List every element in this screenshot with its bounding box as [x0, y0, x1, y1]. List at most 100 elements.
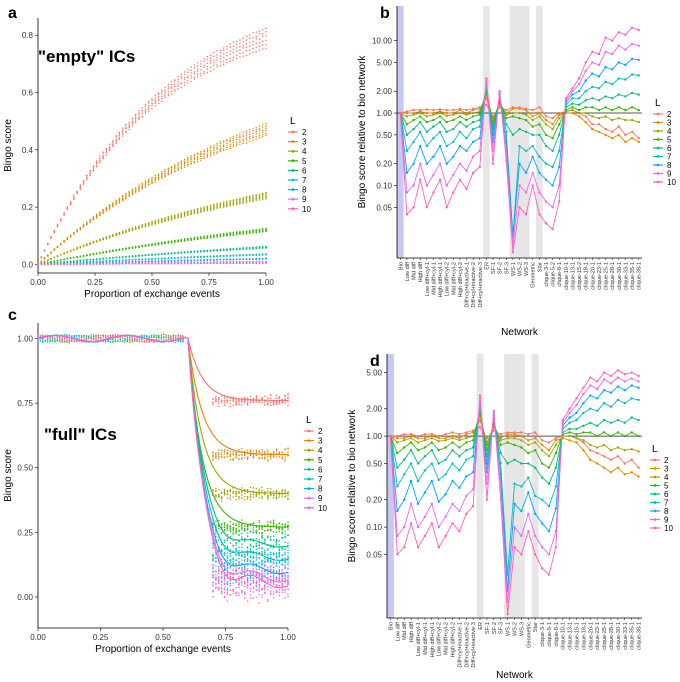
data-point	[261, 257, 264, 260]
data-point	[157, 253, 160, 255]
data-point	[252, 198, 254, 200]
data-point	[134, 113, 137, 115]
data-point	[174, 88, 176, 91]
data-point	[147, 260, 150, 263]
data-point	[190, 156, 192, 159]
data-point	[238, 522, 240, 524]
data-point	[177, 262, 179, 265]
data-point	[235, 198, 238, 201]
data-point	[255, 130, 257, 133]
data-point	[255, 396, 258, 399]
data-point	[196, 161, 199, 163]
data-point	[252, 135, 254, 137]
data-point	[89, 172, 91, 175]
data-point	[190, 155, 192, 157]
data-point	[241, 524, 243, 527]
data-point	[248, 262, 251, 264]
data-point	[112, 259, 114, 262]
data-point	[151, 98, 153, 100]
data-point	[154, 260, 157, 262]
data-point	[265, 253, 267, 255]
data-point	[235, 258, 238, 260]
data-point	[265, 39, 267, 42]
data-point	[121, 133, 124, 135]
data-point	[125, 195, 127, 197]
data-point	[265, 47, 267, 50]
data-point	[229, 520, 232, 523]
data-point	[212, 459, 214, 462]
data-point	[213, 144, 215, 146]
data-point	[229, 201, 231, 204]
data-point	[66, 205, 69, 208]
data-point	[92, 169, 95, 172]
data-point	[190, 77, 192, 79]
panel-c: c0.00 0.25 0.50 0.75 1.000.000.250.500.751.0…	[3, 307, 296, 655]
data-point	[212, 404, 214, 406]
data-point	[92, 336, 95, 338]
data-point	[206, 249, 209, 252]
data-point	[222, 206, 225, 208]
data-point	[265, 262, 267, 264]
data-point	[190, 210, 192, 213]
data-point	[258, 134, 261, 137]
data-point	[261, 198, 264, 200]
data-point	[215, 494, 217, 496]
data-point	[73, 196, 75, 198]
data-point	[174, 165, 176, 167]
data-point	[261, 123, 264, 126]
data-point	[174, 239, 176, 242]
data-point	[272, 522, 275, 524]
data-point	[128, 194, 130, 197]
panel-annotation: "full" ICs	[44, 425, 117, 444]
data-point	[248, 37, 251, 40]
data-point	[275, 523, 278, 526]
data-point	[235, 490, 237, 492]
data-point	[183, 164, 186, 166]
data-point	[226, 232, 228, 235]
data-point	[284, 399, 286, 401]
data-point	[161, 176, 163, 178]
data-point	[154, 179, 157, 182]
data-point	[131, 255, 134, 257]
data-point	[196, 73, 199, 75]
data-point	[278, 455, 281, 458]
data-point	[239, 260, 241, 263]
data-point	[92, 334, 95, 336]
data-point	[249, 491, 252, 493]
data-point	[183, 81, 186, 84]
data-point	[252, 397, 255, 400]
data-point	[128, 193, 130, 195]
data-point	[284, 453, 286, 456]
data-point	[264, 491, 266, 493]
data-point	[222, 52, 225, 55]
data-point	[131, 125, 134, 127]
data-point	[164, 260, 166, 262]
data-point	[108, 147, 111, 149]
data-point	[249, 486, 252, 489]
data-point	[267, 494, 269, 496]
data-point	[287, 404, 289, 407]
data-point	[138, 188, 140, 191]
data-point	[177, 259, 179, 262]
data-point	[255, 525, 258, 527]
data-point	[229, 453, 232, 455]
data-point	[272, 404, 275, 406]
legend-label-9: 9	[302, 195, 307, 204]
data-point	[261, 495, 263, 498]
data-point	[265, 31, 267, 33]
data-point	[246, 524, 249, 527]
data-point	[226, 492, 229, 495]
data-point	[174, 170, 176, 172]
data-point	[265, 198, 267, 200]
data-point	[232, 56, 235, 59]
data-point	[125, 126, 127, 129]
y-axis-label: Bingo score	[3, 119, 14, 172]
data-point	[99, 211, 101, 213]
data-point	[284, 395, 286, 398]
data-point	[115, 249, 117, 251]
data-point	[245, 198, 248, 200]
data-point	[99, 263, 101, 265]
data-point	[245, 49, 248, 52]
data-point	[235, 43, 238, 45]
data-point	[216, 204, 218, 206]
